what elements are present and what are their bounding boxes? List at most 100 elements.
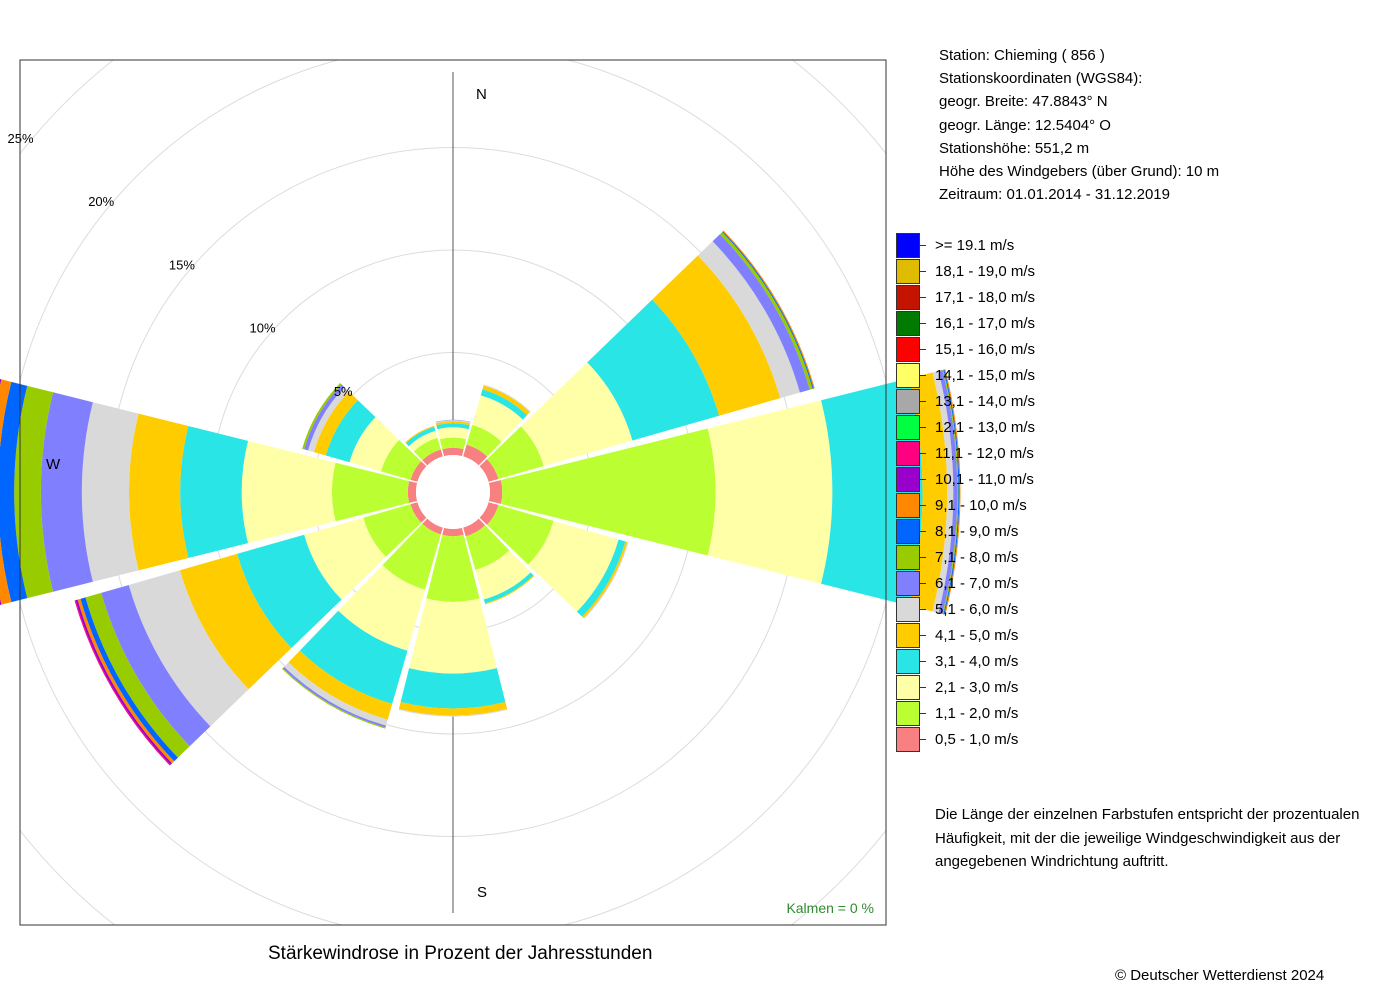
legend-tick	[920, 609, 926, 610]
sector-240-band-1	[410, 502, 427, 523]
sector-330-band-2	[413, 437, 441, 461]
chart-caption: Stärkewindrose in Prozent der Jahresstun…	[268, 943, 653, 964]
sector-270-band-1	[407, 481, 418, 503]
station-info: Station: Chieming ( 856 ) Stationskoordi…	[939, 44, 1219, 206]
sector-30-band-1	[463, 444, 488, 466]
legend-swatch	[896, 259, 920, 284]
legend-tick	[920, 531, 926, 532]
legend-label: 4,1 - 5,0 m/s	[935, 627, 1019, 644]
sector-60-band-6	[697, 241, 800, 399]
anemometer-height: Höhe des Windgebers (über Grund): 10 m	[939, 163, 1220, 181]
legend-tick	[920, 687, 926, 688]
legend-tick	[920, 661, 926, 662]
direction-label-n: N	[476, 86, 487, 103]
sector-210-band-3	[338, 565, 425, 651]
sector-240-band-2	[363, 504, 422, 557]
sector-0-band-6	[435, 420, 471, 424]
sector-270-band-2	[331, 462, 410, 522]
sector-240-band-5	[179, 553, 292, 690]
sector-120-band-1	[479, 502, 499, 525]
calm-center	[416, 455, 490, 529]
legend-swatch	[896, 467, 920, 492]
sector-30-band-3	[472, 395, 523, 442]
sector-180-band-4	[400, 668, 506, 709]
sector-180-band-2	[426, 534, 480, 602]
legend-swatch	[896, 389, 920, 414]
ring-label-1: 5%	[334, 384, 353, 399]
wind-sectors	[0, 230, 961, 766]
ring-label-3: 15%	[169, 257, 195, 272]
direction-label-s: S	[477, 884, 487, 901]
ring-label-2: 10%	[250, 321, 276, 336]
legend-tick	[920, 271, 926, 272]
legend-tick	[920, 349, 926, 350]
time-period: Zeitraum: 01.01.2014 - 31.12.2019	[939, 186, 1170, 204]
sector-150-band-3	[475, 550, 531, 600]
legend-tick	[920, 297, 926, 298]
sector-120-band-4	[576, 539, 626, 617]
sector-240-band-9	[80, 597, 178, 762]
legend-label: 16,1 - 17,0 m/s	[935, 315, 1036, 332]
sector-90-band-9	[943, 369, 960, 615]
legend-label: 18,1 - 19,0 m/s	[935, 263, 1036, 280]
legend-tick	[920, 713, 926, 714]
note-line-2: Häufigkeit, mit der die jeweilige Windge…	[935, 829, 1341, 847]
legend-tick	[920, 375, 926, 376]
sector-240-band-6	[128, 570, 249, 727]
legend-swatch	[896, 441, 920, 466]
sector-240-band-7	[101, 584, 211, 747]
sector-180-band-3	[409, 598, 497, 674]
legend-label: 10,1 - 11,0 m/s	[935, 471, 1034, 488]
sector-60-band-2	[486, 426, 544, 479]
legend-swatch	[896, 649, 920, 674]
sector-60-band-5	[652, 255, 781, 416]
sector-210-band-4	[299, 610, 408, 704]
legend-swatch	[896, 571, 920, 596]
sector-60-band-4	[587, 299, 720, 441]
sector-270-band-9	[0, 381, 28, 603]
legend-swatch	[896, 545, 920, 570]
legend-label: 14,1 - 15,0 m/s	[935, 367, 1036, 384]
sector-300-band-2	[380, 439, 422, 480]
sector-60-band-7	[712, 234, 810, 393]
sector-210-band-2	[382, 523, 441, 590]
legend-label: 5,1 - 6,0 m/s	[935, 601, 1019, 618]
sector-150-band-1	[463, 518, 486, 537]
sector-270-band-8	[14, 385, 54, 599]
sector-60-band-3	[520, 362, 633, 466]
legend-label: 12,1 - 13,0 m/s	[935, 419, 1036, 436]
sector-0-band-4	[436, 423, 470, 430]
sector-90-band-8	[942, 369, 959, 615]
sector-90-band-2	[500, 428, 716, 556]
sector-240-band-3	[304, 517, 386, 600]
station-latitude: geogr. Breite: 47.8843° N	[939, 93, 1108, 111]
legend-tick	[920, 635, 926, 636]
legend-swatch	[896, 363, 920, 388]
copyright-notice: © Deutscher Wetterdienst 2024	[1115, 967, 1325, 984]
legend-swatch	[896, 233, 920, 258]
legend-label: 3,1 - 4,0 m/s	[935, 653, 1019, 670]
calm-label: Kalmen = 0 %	[786, 900, 874, 916]
ring-label-4: 20%	[88, 194, 114, 209]
legend-label: 2,1 - 3,0 m/s	[935, 679, 1019, 696]
sector-150-band-4	[483, 572, 534, 604]
explanation-note: Die Länge der einzelnen Farbstufen entsp…	[935, 803, 1359, 874]
legend-label: 13,1 - 14,0 m/s	[935, 393, 1036, 410]
ring-label-5: 25%	[8, 131, 34, 146]
legend-label: 9,1 - 10,0 m/s	[935, 497, 1027, 514]
sector-90-band-6	[932, 370, 954, 614]
legend-tick	[920, 479, 926, 480]
sector-300-band-3	[349, 417, 400, 472]
sector-270-band-6	[81, 402, 139, 582]
legend-label: 8,1 - 9,0 m/s	[935, 523, 1019, 540]
legend-label: 0,5 - 1,0 m/s	[935, 731, 1019, 748]
sector-330-band-4	[405, 426, 436, 447]
sector-0-band-2	[439, 437, 467, 450]
ring-labels: 5% 10% 15% 20% 25%	[8, 131, 354, 399]
sector-300-band-4	[325, 400, 376, 463]
sector-90-band-5	[908, 372, 948, 612]
sector-300-band-6	[308, 387, 349, 453]
note-line-1: Die Länge der einzelnen Farbstufen entsp…	[935, 806, 1360, 823]
sector-300-band-7	[304, 384, 345, 451]
